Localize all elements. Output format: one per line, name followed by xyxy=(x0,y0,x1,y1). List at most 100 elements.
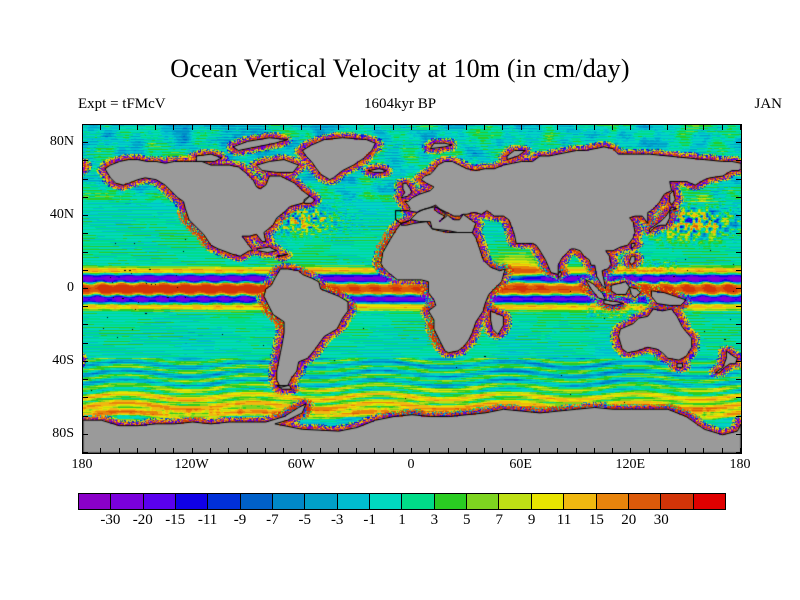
colorbar-segment xyxy=(434,494,468,509)
y-tick-left xyxy=(83,416,88,417)
x-axis-tick-label: 60W xyxy=(287,457,315,472)
ocean-vertical-velocity-map xyxy=(83,125,741,453)
x-tick-bottom xyxy=(667,448,668,453)
x-axis-tick-label: 180 xyxy=(729,457,751,472)
y-tick-right xyxy=(736,379,741,380)
x-tick-bottom xyxy=(521,448,522,453)
x-tick-bottom xyxy=(576,448,577,453)
y-tick-right xyxy=(736,252,741,253)
colorbar-segment xyxy=(208,494,241,509)
y-tick-right xyxy=(736,416,741,417)
x-tick-bottom xyxy=(228,448,229,453)
x-tick-bottom xyxy=(119,448,120,453)
y-tick-right xyxy=(736,197,741,198)
x-tick-bottom xyxy=(630,448,631,453)
colorbar-tick-label: -7 xyxy=(266,512,279,528)
colorbar-segment xyxy=(273,494,306,509)
x-tick-bottom xyxy=(137,448,138,453)
colorbar-segment xyxy=(305,494,338,509)
x-tick-top xyxy=(301,125,302,130)
x-tick-top xyxy=(667,125,668,130)
y-tick-right xyxy=(736,361,741,362)
x-tick-bottom xyxy=(283,448,284,453)
x-tick-top xyxy=(320,125,321,130)
colorbar-tick-label: -1 xyxy=(363,512,376,528)
y-tick-left xyxy=(83,215,88,216)
x-tick-bottom xyxy=(612,448,613,453)
y-tick-left xyxy=(83,179,88,180)
y-axis-tick-label: 80S xyxy=(52,425,74,441)
y-tick-right xyxy=(736,397,741,398)
colorbar-segment xyxy=(499,494,532,509)
colorbar-segment xyxy=(79,494,112,509)
x-tick-bottom xyxy=(173,448,174,453)
colorbar-segment xyxy=(240,494,274,509)
colorbar-tick-label: 7 xyxy=(495,512,503,528)
y-tick-left xyxy=(83,397,88,398)
x-tick-bottom xyxy=(374,448,375,453)
x-tick-top xyxy=(630,125,631,130)
colorbar-segment xyxy=(402,494,435,509)
x-tick-bottom xyxy=(448,448,449,453)
x-tick-bottom xyxy=(685,448,686,453)
x-tick-top xyxy=(685,125,686,130)
x-tick-top xyxy=(740,125,741,130)
x-tick-bottom xyxy=(557,448,558,453)
y-tick-right xyxy=(736,179,741,180)
colorbar xyxy=(78,493,726,510)
colorbar-tick-label: -30 xyxy=(100,512,121,528)
x-tick-top xyxy=(247,125,248,130)
colorbar-segment xyxy=(467,494,500,509)
x-tick-bottom xyxy=(484,448,485,453)
x-tick-top xyxy=(594,125,595,130)
colorbar-tick-label: -3 xyxy=(330,512,344,528)
x-tick-top xyxy=(374,125,375,130)
y-tick-left xyxy=(83,343,88,344)
y-tick-left xyxy=(83,434,88,435)
y-tick-right xyxy=(736,270,741,271)
x-tick-bottom xyxy=(411,448,412,453)
x-tick-bottom xyxy=(703,448,704,453)
x-tick-bottom xyxy=(649,448,650,453)
colorbar-segment xyxy=(337,494,371,509)
y-tick-right xyxy=(736,124,741,125)
x-tick-bottom xyxy=(539,448,540,453)
y-tick-right xyxy=(736,288,741,289)
x-tick-top xyxy=(557,125,558,130)
colorbar-segment xyxy=(596,494,629,509)
colorbar-segment xyxy=(370,494,403,509)
x-tick-bottom xyxy=(82,448,83,453)
colorbar-segment xyxy=(661,494,694,509)
x-tick-top xyxy=(210,125,211,130)
x-tick-top xyxy=(393,125,394,130)
x-tick-top xyxy=(722,125,723,130)
x-tick-top xyxy=(612,125,613,130)
x-axis-tick-label: 60E xyxy=(509,457,532,472)
y-tick-left xyxy=(83,324,88,325)
x-axis-tick-label: 0 xyxy=(407,457,415,472)
x-tick-top xyxy=(119,125,120,130)
time-label: 1604kyr BP xyxy=(363,96,437,112)
y-tick-left xyxy=(83,270,88,271)
y-tick-left xyxy=(83,452,88,453)
colorbar-segment xyxy=(531,494,565,509)
x-tick-top xyxy=(100,125,101,130)
x-tick-bottom xyxy=(210,448,211,453)
x-tick-top xyxy=(539,125,540,130)
x-tick-bottom xyxy=(466,448,467,453)
x-tick-bottom xyxy=(429,448,430,453)
y-tick-left xyxy=(83,252,88,253)
x-tick-top xyxy=(265,125,266,130)
y-axis-tick-label: 40N xyxy=(49,207,74,223)
y-axis-tick-label: 0 xyxy=(67,280,74,295)
y-tick-left xyxy=(83,160,88,161)
experiment-label: Expt = tFMcV xyxy=(78,96,166,112)
x-tick-bottom xyxy=(722,448,723,453)
x-tick-top xyxy=(228,125,229,130)
colorbar-tick-label: 20 xyxy=(621,512,637,528)
page-title: Ocean Vertical Velocity at 10m (in cm/da… xyxy=(170,54,630,83)
colorbar-tick-label: -20 xyxy=(132,512,153,528)
x-tick-top xyxy=(173,125,174,130)
x-tick-bottom xyxy=(155,448,156,453)
colorbar-tick-label: 15 xyxy=(588,512,604,528)
